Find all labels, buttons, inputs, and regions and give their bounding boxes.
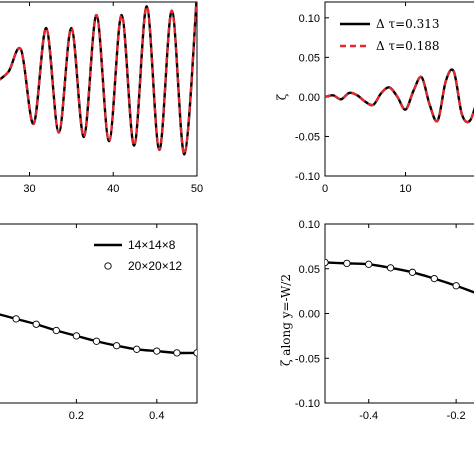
plot-frame [324,1,474,177]
y-tick-label: -0.10 [295,398,320,410]
y-axis-title: ζ [275,93,289,100]
legend: Δ τ=0.313 Δ τ=0.188 [340,17,440,53]
data-point [193,349,197,357]
series--0-313-line [325,68,474,124]
series-1-line [0,2,197,156]
panel-bottom-left: 0.2 0.4 14×14×8 20×20×12 [0,223,198,422]
data-point [408,268,417,276]
x-tick-label: 0.2 [69,410,84,422]
data-point [153,347,161,355]
data-point [325,258,329,267]
y-tick-label: -0.05 [295,353,320,365]
y-tick-label: 0.00 [299,309,320,321]
plot-series-group [325,68,474,124]
panel-top-left: 30 40 50 [0,1,203,195]
y-tick-label: 0.10 [299,219,320,231]
y-tick-label: 0.05 [299,264,320,276]
legend-label: 14×14×8 [128,238,176,252]
plot-frame [0,1,198,177]
data-point [72,332,81,340]
data-point [430,274,438,283]
plot-frame [324,223,474,404]
legend-label: Δ τ=0.313 [376,17,440,31]
x-tick-label: 10 [399,183,411,195]
data-point [133,345,141,353]
data-point [12,315,20,323]
plot-series-group [0,313,197,357]
data-point [32,320,40,328]
data-point [173,349,181,357]
series-0-line [325,261,474,294]
data-point [343,259,351,268]
x-tick-label: 30 [23,183,35,195]
y-tick-label: 0.05 [299,52,320,64]
legend: 14×14×8 20×20×12 [94,238,182,273]
data-point [112,342,121,350]
panel-bottom-right: -0.4 -0.2 0.10 0.05 0.00 -0.05 -0.10 ζ along y=… [279,219,474,422]
series-14-14-8-line [0,313,197,355]
plot-series-group [325,258,474,294]
data-point [386,264,395,272]
x-tick-label: 40 [107,183,119,195]
plot-series-group [0,2,197,156]
x-tick-label: -0.4 [359,410,378,422]
y-tick-label: 0.00 [299,92,320,104]
y-tick-label: -0.10 [295,171,320,183]
legend-swatch-marker [104,262,112,270]
x-tick-label: 50 [191,183,203,195]
data-point [365,260,373,268]
series--0-188-line [325,68,474,124]
legend-label: 20×20×12 [128,259,182,273]
legend-label: Δ τ=0.188 [376,39,440,53]
y-tick-label: -0.05 [295,131,320,143]
plot-frame [0,223,198,404]
x-tick-label: 0.4 [149,410,164,422]
data-point [452,282,460,290]
x-tick-label: 0 [322,183,328,195]
y-axis-title: ζ along y=-W/2 [279,274,293,366]
data-point [52,326,60,335]
y-tick-label: 0.10 [299,13,320,25]
x-tick-label: -0.2 [447,410,466,422]
data-point [92,337,101,345]
